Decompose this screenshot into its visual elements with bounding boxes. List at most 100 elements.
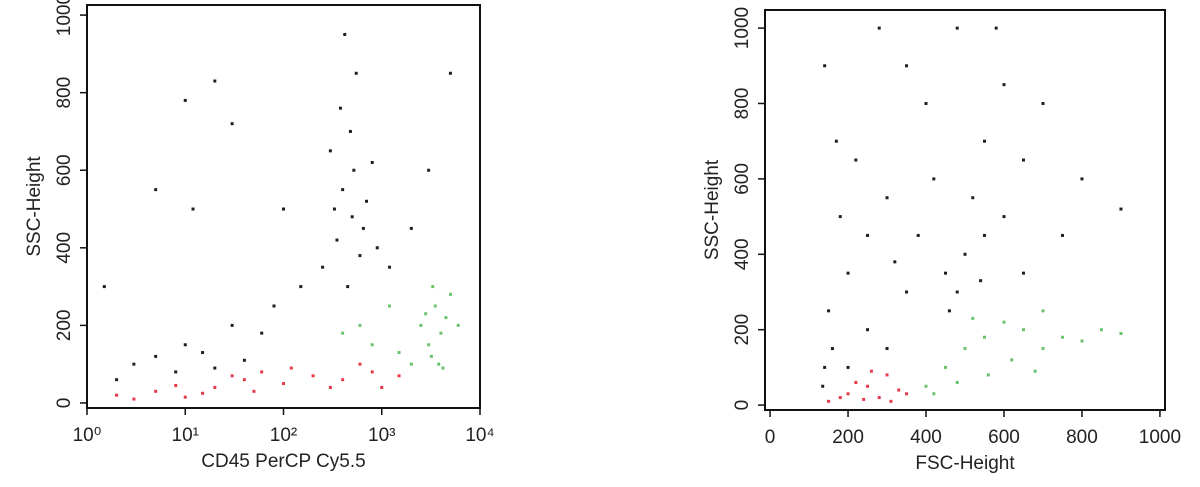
x-axis-label: CD45 PerCP Cy5.5 <box>201 451 365 472</box>
data-point <box>877 396 881 400</box>
data-point <box>183 343 187 347</box>
data-point <box>115 393 119 397</box>
data-point <box>456 323 460 327</box>
data-point <box>388 265 392 269</box>
data-point <box>994 26 998 30</box>
data-point <box>361 226 365 230</box>
y-tick-label: 400 <box>54 232 75 264</box>
data-point <box>877 26 881 30</box>
data-point <box>358 362 362 366</box>
data-point <box>230 122 234 126</box>
chart: 0 200 400 600 800 1000 0 200 400 600 800 1000 FSC-He… <box>702 7 1181 474</box>
y-axis-label: SSC-Height <box>702 159 723 260</box>
data-point <box>260 370 264 374</box>
data-point <box>932 177 936 181</box>
data-point <box>201 391 205 395</box>
y-axis-label: SSC-Height <box>24 156 45 257</box>
x-axis-label: FSC-Height <box>915 453 1015 474</box>
data-point <box>866 384 870 388</box>
data-point <box>982 335 986 339</box>
data-point <box>380 385 384 389</box>
data-point <box>905 64 909 68</box>
data-point <box>889 399 893 403</box>
data-point <box>370 343 374 347</box>
data-point <box>397 374 401 378</box>
data-point <box>963 347 967 351</box>
data-point <box>427 168 431 172</box>
data-point <box>370 370 374 374</box>
data-point <box>866 233 870 237</box>
data-point <box>429 354 433 358</box>
data-point <box>341 188 345 192</box>
data-point <box>1002 320 1006 324</box>
data-point <box>328 385 332 389</box>
data-point <box>213 385 217 389</box>
data-point <box>838 215 842 219</box>
data-point <box>869 369 873 373</box>
data-point <box>854 158 858 162</box>
y-tick-label: 800 <box>732 88 753 120</box>
data-point <box>311 374 315 378</box>
data-point <box>955 26 959 30</box>
data-point <box>1119 331 1123 335</box>
data-point <box>183 395 187 399</box>
data-point <box>893 260 897 264</box>
data-point <box>437 362 441 366</box>
data-point <box>242 378 246 382</box>
data-point <box>1021 328 1025 332</box>
data-point <box>885 347 889 351</box>
data-point <box>346 285 350 289</box>
data-point <box>982 233 986 237</box>
data-point <box>419 323 423 327</box>
data-point <box>905 290 909 294</box>
data-point <box>154 188 158 192</box>
data-point <box>427 343 431 347</box>
plot-frame <box>764 9 1166 411</box>
data-point <box>1021 158 1025 162</box>
data-point <box>916 233 920 237</box>
data-point <box>343 32 347 36</box>
data-point <box>854 380 858 384</box>
data-point <box>260 331 264 335</box>
data-point <box>350 215 354 219</box>
data-point <box>947 309 951 313</box>
y-tick-label: 600 <box>54 154 75 186</box>
data-point <box>289 366 293 370</box>
y-tick-label: 1000 <box>732 7 753 49</box>
data-point <box>191 207 195 211</box>
data-point <box>341 378 345 382</box>
data-point <box>441 366 445 370</box>
data-point <box>354 71 358 75</box>
data-point <box>1041 101 1045 105</box>
data-point <box>955 380 959 384</box>
data-point <box>846 365 850 369</box>
data-point <box>154 354 158 358</box>
data-point <box>1002 83 1006 87</box>
data-point <box>944 271 948 275</box>
data-point <box>370 160 374 164</box>
data-point <box>885 373 889 377</box>
data-point <box>963 252 967 256</box>
data-point <box>439 331 443 335</box>
data-point <box>132 362 136 366</box>
data-point <box>448 292 452 296</box>
data-point <box>821 384 825 388</box>
data-point <box>252 389 256 393</box>
data-point <box>444 316 448 320</box>
data-point <box>174 370 178 374</box>
data-point <box>242 358 246 362</box>
data-point <box>448 71 452 75</box>
data-point <box>375 246 379 250</box>
x-tick-label: 10⁴ <box>465 425 494 446</box>
x-tick-label: 10² <box>270 425 297 446</box>
data-point <box>1010 358 1014 362</box>
data-point <box>897 388 901 392</box>
x-tick-label: 10¹ <box>172 425 199 446</box>
data-point <box>174 384 178 388</box>
data-point <box>955 290 959 294</box>
data-point <box>823 64 827 68</box>
chart: 10⁰ 10¹ 10² 10³ 10⁴ 0 200 400 600 800 1000 CD45 Per… <box>24 0 495 472</box>
data-point <box>932 392 936 396</box>
